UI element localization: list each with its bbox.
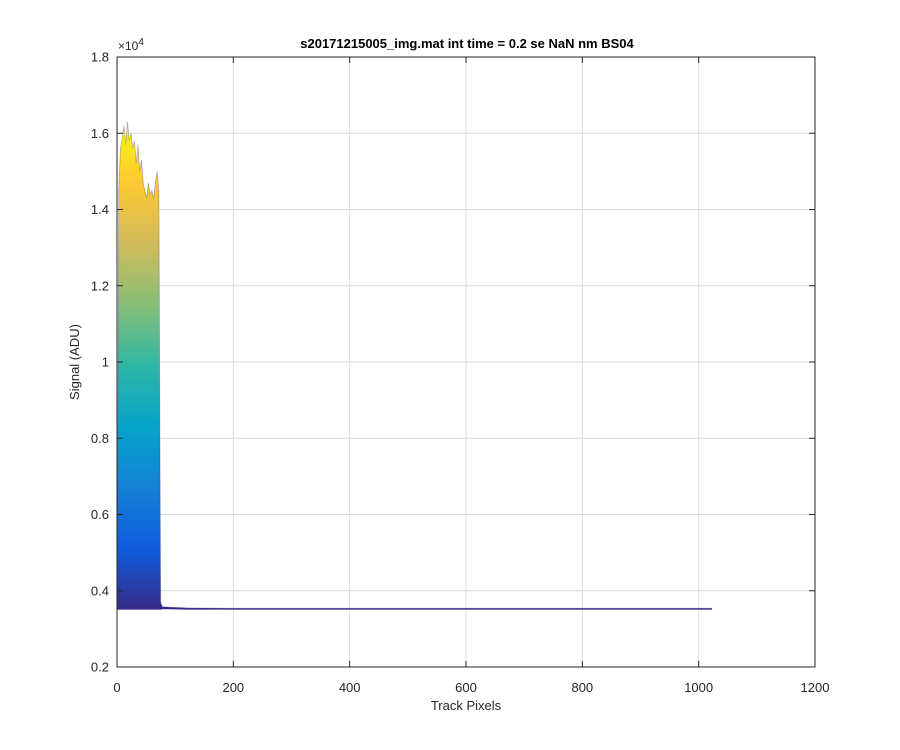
y-tick-label: 1.2 xyxy=(91,278,109,293)
y-axis-label: Signal (ADU) xyxy=(67,324,82,400)
y-tick-label: 1.6 xyxy=(91,126,109,141)
y-tick-label: 0.4 xyxy=(91,583,109,598)
y-tick-label: 0.2 xyxy=(91,660,109,675)
x-tick-label: 800 xyxy=(571,680,593,695)
x-tick-label: 0 xyxy=(113,680,120,695)
y-tick-label: 1.8 xyxy=(91,50,109,65)
y-tick-label: 1.4 xyxy=(91,202,109,217)
series-upper-trace xyxy=(116,121,713,609)
y-tick-label: 0.6 xyxy=(91,507,109,522)
y-exponent-power: 4 xyxy=(138,37,144,48)
x-axis-ticks: 0 200 400 600 800 1000 1200 xyxy=(113,57,829,695)
y-exponent-label: ×104 xyxy=(118,37,144,53)
x-axis-label: Track Pixels xyxy=(431,698,502,713)
grid-lines xyxy=(117,57,815,667)
y-tick-label: 0.8 xyxy=(91,431,109,446)
x-tick-label: 1200 xyxy=(801,680,830,695)
x-tick-label: 400 xyxy=(339,680,361,695)
x-tick-label: 1000 xyxy=(684,680,713,695)
x-tick-label: 200 xyxy=(222,680,244,695)
chart-title: s20171215005_img.mat int time = 0.2 se N… xyxy=(300,36,634,51)
y-tick-label: 1 xyxy=(102,355,109,370)
y-exponent-base: ×10 xyxy=(118,39,139,53)
x-tick-label: 600 xyxy=(455,680,477,695)
y-axis-ticks: 0.2 0.4 0.6 0.8 1 1.2 1.4 1.6 1.8 xyxy=(91,50,815,675)
series-layer xyxy=(116,121,713,610)
